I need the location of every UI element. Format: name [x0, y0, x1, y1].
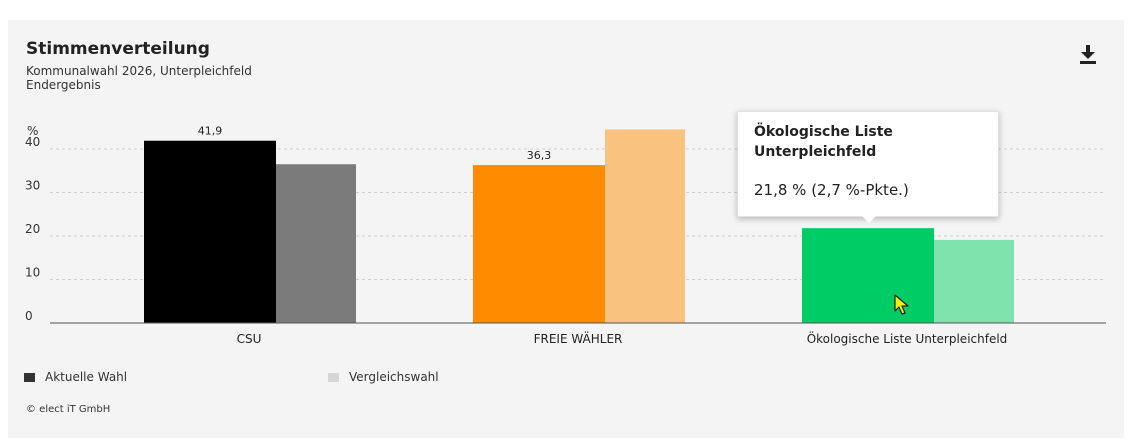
data-label: 36,3: [527, 149, 552, 162]
bar-tooltip: Ökologische Liste Unterpleichfeld 21,8 %…: [737, 111, 999, 223]
x-tick-label: Ökologische Liste Unterpleichfeld: [807, 330, 1008, 346]
legend-swatch-comparison: [328, 372, 339, 382]
legend-label-current: Aktuelle Wahl: [45, 370, 128, 384]
x-tick-label: FREIE WÄHLER: [534, 331, 623, 346]
chart-title: Stimmenverteilung: [26, 39, 210, 59]
legend-item-comparison[interactable]: Vergleichswahl: [328, 370, 439, 384]
legend-label-comparison: Vergleichswahl: [349, 370, 439, 384]
x-tick-label: CSU: [237, 332, 262, 346]
tooltip-value: 21,8 % (2,7 %-Pkte.): [754, 181, 909, 199]
copyright-note: © elect iT GmbH: [26, 404, 111, 415]
legend-item-current[interactable]: Aktuelle Wahl: [24, 370, 127, 384]
bar-chart: % 0 10 20 30 40 41,9 CSU 36,3 FREIE WÄHLER Ökologi…: [25, 124, 1106, 346]
subtitle-election: Kommunalwahl 2026, Unterpleichfeld: [26, 64, 252, 78]
bar-comparison: [276, 164, 356, 323]
tooltip-title: Ökologische Liste Unterpleichfeld: [754, 124, 893, 160]
y-tick-label: 0: [25, 309, 33, 323]
y-tick-label: 20: [25, 222, 40, 236]
chart-subtitle: Kommunalwahl 2026, Unterpleichfeld Ender…: [26, 64, 252, 92]
mouse-pointer-icon: [894, 294, 909, 315]
bar-current: [144, 140, 276, 323]
bar-comparison: [934, 239, 1014, 323]
bar-comparison: [605, 129, 685, 323]
y-tick-label: 10: [25, 266, 40, 280]
subtitle-status: Endergebnis: [26, 78, 101, 92]
download-icon[interactable]: [1079, 44, 1097, 64]
y-tick-label: 30: [25, 179, 40, 193]
chart-panel: Stimmenverteilung Kommunalwahl 2026, Unt…: [8, 20, 1124, 438]
data-label: 41,9: [198, 125, 223, 138]
bar-current: [473, 165, 605, 323]
bar-current: [802, 228, 934, 323]
y-axis-unit-label: %: [27, 124, 38, 138]
legend-swatch-current: [24, 372, 35, 382]
y-tick-label: 40: [25, 135, 40, 149]
